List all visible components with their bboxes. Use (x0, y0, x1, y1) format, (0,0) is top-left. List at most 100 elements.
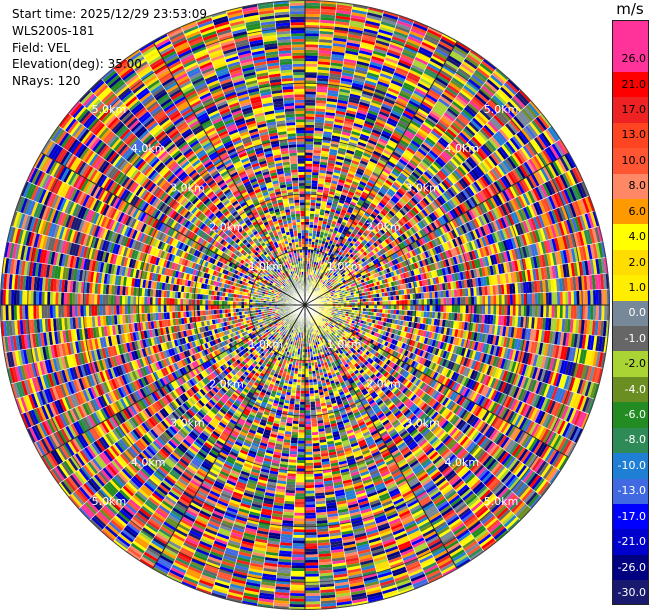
velocity-gate (305, 133, 314, 137)
velocity-gate (335, 187, 343, 192)
velocity-gate (437, 305, 441, 313)
velocity-gate (534, 305, 538, 318)
velocity-gate (313, 225, 318, 229)
velocity-gate (520, 293, 525, 305)
velocity-gate (312, 155, 321, 159)
velocity-gate (379, 300, 383, 305)
velocity-gate (339, 142, 349, 147)
velocity-gate (376, 37, 391, 44)
velocity-gate (568, 305, 572, 319)
velocity-gate (349, 185, 357, 192)
velocity-gate (363, 170, 372, 177)
velocity-gate (305, 66, 318, 70)
velocity-gate (360, 130, 371, 137)
velocity-gate (343, 123, 354, 129)
velocity-gate (366, 14, 382, 22)
velocity-gate (587, 290, 591, 305)
velocity-gate (454, 305, 458, 313)
velocity-gate (329, 73, 342, 78)
velocity-gate (490, 305, 494, 315)
velocity-gate (305, 257, 308, 261)
velocity-gate (305, 11, 321, 15)
velocity-gate (329, 185, 337, 190)
velocity-gate (347, 218, 354, 224)
velocity-gate (305, 213, 310, 217)
velocity-gate (490, 295, 494, 305)
velocity-gate (357, 106, 369, 113)
velocity-gate (440, 305, 444, 313)
velocity-gate (394, 25, 411, 34)
velocity-gate (318, 53, 332, 57)
velocity-gate (325, 103, 337, 108)
velocity-gate (601, 305, 605, 321)
velocity-gate (340, 171, 348, 176)
velocity-gate (380, 21, 396, 29)
velocity-gate (412, 61, 426, 71)
velocity-gate (348, 96, 361, 102)
velocity-gate (392, 33, 408, 41)
velocity-gate (322, 267, 326, 272)
velocity-gate (305, 58, 318, 62)
velocity-gate (370, 155, 380, 162)
velocity-gate (431, 291, 436, 299)
velocity-gate (339, 223, 346, 229)
velocity-gate (305, 5, 321, 9)
velocity-gate (305, 180, 312, 184)
velocity-gate (381, 292, 385, 297)
velocity-gate (305, 158, 313, 162)
velocity-gate (590, 289, 594, 305)
velocity-gate (353, 175, 362, 181)
velocity-gate (305, 144, 314, 148)
velocity-gate (359, 47, 374, 54)
velocity-gate (331, 135, 341, 140)
velocity-gate (345, 152, 354, 158)
velocity-gate (373, 123, 384, 131)
velocity-gate (504, 305, 508, 316)
velocity-gate (374, 145, 385, 152)
velocity-gate (305, 36, 320, 40)
velocity-gate (404, 294, 408, 300)
velocity-gate (598, 289, 602, 305)
velocity-gate (501, 305, 505, 316)
velocity-gate (334, 116, 345, 121)
velocity-gate (309, 208, 316, 212)
velocity-gate (344, 50, 359, 56)
velocity-gate (347, 31, 363, 37)
velocity-gate (308, 230, 313, 234)
velocity-gate (318, 272, 322, 276)
velocity-gate (518, 305, 522, 317)
velocity-gate (318, 41, 333, 46)
velocity-gate (329, 146, 339, 151)
velocity-gate (364, 20, 381, 27)
velocity-gate (350, 133, 360, 139)
velocity-gate (426, 305, 430, 312)
velocity-gate (317, 186, 324, 190)
velocity-gate (317, 277, 321, 281)
velocity-gate (319, 17, 336, 21)
velocity-gate (324, 120, 335, 125)
velocity-gate (347, 191, 355, 197)
velocity-gate (515, 293, 519, 305)
velocity-gate (426, 298, 430, 305)
velocity-gate (342, 218, 348, 224)
velocity-gate (320, 229, 326, 233)
velocity-gate (363, 25, 379, 32)
velocity-gate (305, 130, 315, 134)
velocity-gate (371, 96, 384, 104)
velocity-gate (397, 17, 414, 26)
velocity-gate (377, 140, 387, 147)
velocity-gate (338, 144, 348, 150)
velocity-gate (334, 236, 339, 241)
velocity-gate (418, 292, 422, 300)
velocity-gate (370, 101, 382, 109)
velocity-gate (305, 249, 308, 253)
velocity-gate (381, 67, 395, 75)
velocity-gate (323, 187, 330, 192)
velocity-gate (432, 298, 436, 305)
velocity-gate (420, 311, 425, 318)
velocity-gate (317, 274, 321, 278)
velocity-gate (305, 207, 311, 211)
velocity-gate (359, 98, 371, 105)
velocity-gate (341, 221, 347, 226)
velocity-gate (493, 305, 497, 316)
